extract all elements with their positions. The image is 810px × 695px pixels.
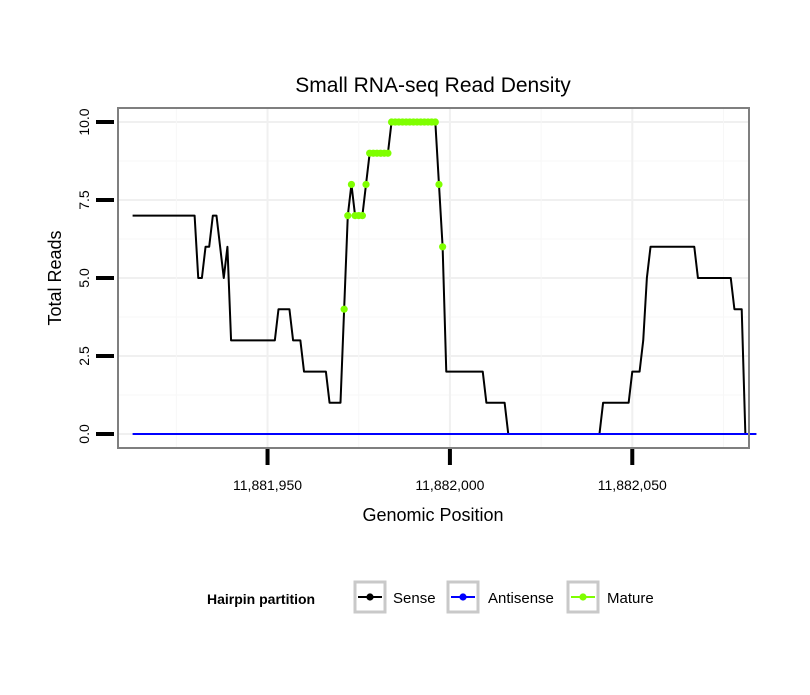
x-tick-label: 11,881,950 [233, 477, 302, 493]
legend-title: Hairpin partition [207, 591, 315, 607]
chart-title: Small RNA-seq Read Density [295, 74, 571, 97]
grid-lines [118, 108, 749, 448]
y-axis-label: Total Reads [45, 230, 65, 325]
y-tick-label: 7.5 [76, 190, 92, 210]
y-tick-label: 10.0 [76, 108, 92, 135]
y-tick-label: 5.0 [76, 268, 92, 288]
mature-legend-marker [579, 593, 587, 601]
x-tick-label: 11,882,000 [415, 477, 484, 493]
sense-legend-marker [366, 593, 374, 601]
mature-data-point [431, 118, 439, 126]
mature-data-point [358, 212, 366, 220]
mature-data-point [347, 180, 356, 189]
legend: Hairpin partition Sense Antisense Mature [207, 580, 654, 614]
mature-data-point [344, 212, 352, 220]
series-layer [132, 118, 757, 435]
axes: 0.0 2.5 5.0 7.5 10.0 11,881,950 11,882,000 11,8… [76, 108, 667, 493]
antisense-legend-label: Antisense [488, 590, 554, 607]
mature-data-point [340, 305, 348, 313]
mature-data-point [362, 180, 370, 189]
mature-data-point [384, 149, 392, 157]
x-axis-label: Genomic Position [362, 505, 503, 525]
x-tick-label: 11,882,050 [598, 477, 667, 493]
mature-data-point [435, 180, 443, 189]
y-tick-label: 2.5 [76, 346, 92, 366]
mature-data-point [439, 243, 447, 251]
sense-legend-label: Sense [393, 590, 436, 607]
plot-border [117, 107, 750, 449]
antisense-legend-marker [459, 593, 467, 601]
y-tick-label: 0.0 [76, 424, 92, 444]
mature-legend-label: Mature [607, 590, 654, 607]
